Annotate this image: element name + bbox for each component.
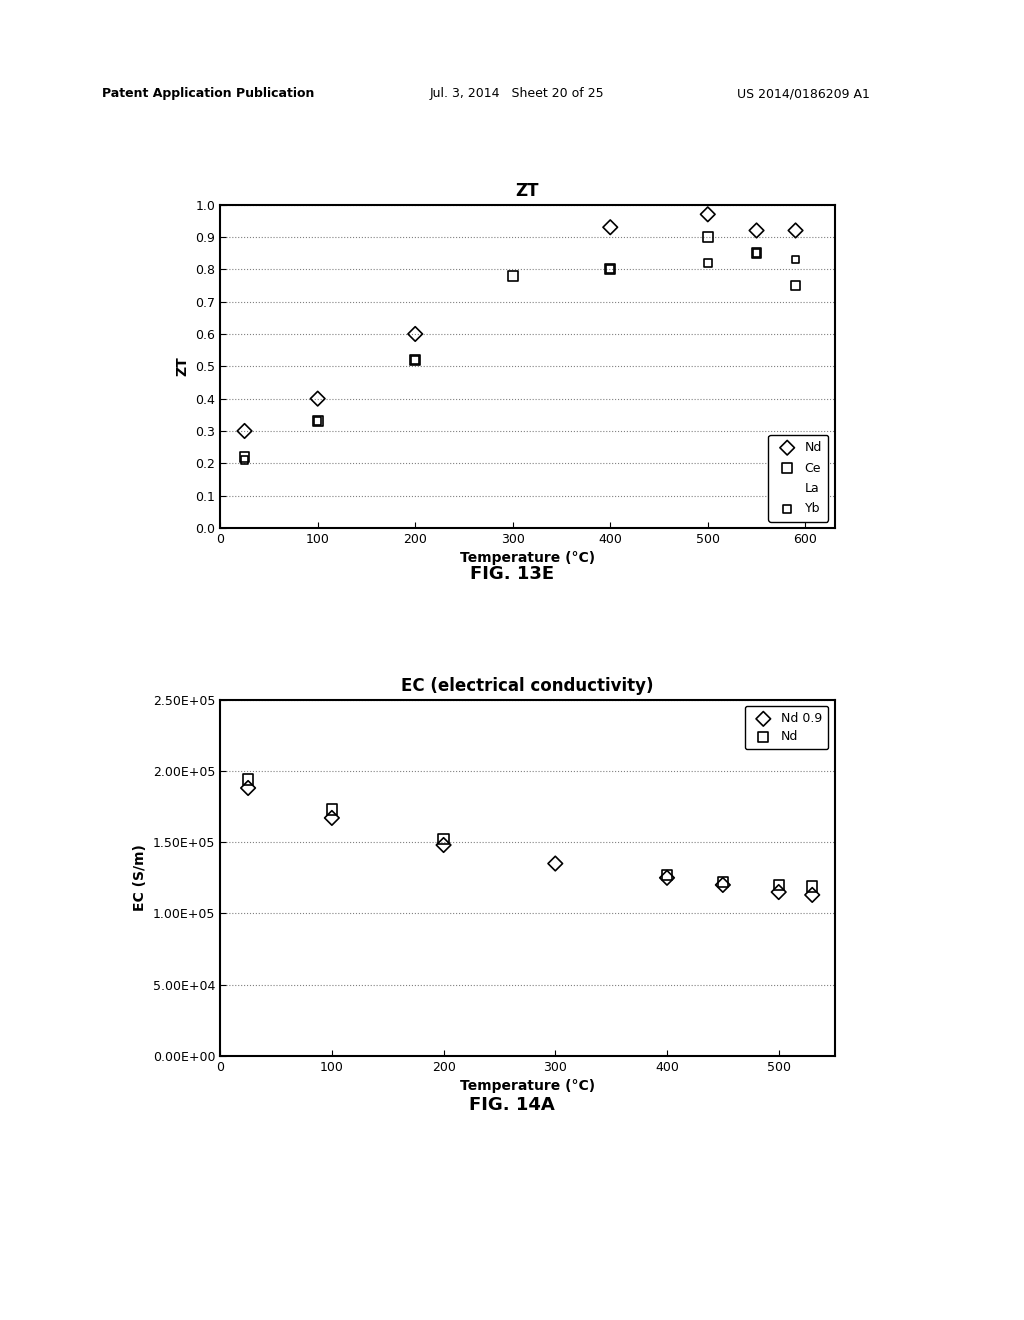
Nd — [324, 799, 340, 820]
Nd 0.9 — [804, 884, 820, 906]
Nd — [237, 420, 253, 441]
La — [699, 227, 716, 248]
Yb — [309, 411, 326, 432]
X-axis label: Temperature (°C): Temperature (°C) — [460, 1080, 595, 1093]
Text: FIG. 13E: FIG. 13E — [470, 565, 554, 583]
Nd — [602, 216, 618, 238]
Y-axis label: ZT: ZT — [176, 356, 189, 376]
Ce — [602, 259, 618, 280]
Yb — [237, 450, 253, 471]
Nd — [699, 203, 716, 224]
Yb — [407, 350, 423, 371]
La — [602, 243, 618, 264]
Nd — [787, 220, 804, 242]
Nd — [658, 865, 675, 886]
Ce — [749, 243, 765, 264]
Nd 0.9 — [240, 777, 256, 799]
Legend: Nd 0.9, Nd: Nd 0.9, Nd — [744, 706, 828, 750]
Yb — [787, 249, 804, 271]
Nd — [749, 220, 765, 242]
Ce — [699, 227, 716, 248]
Nd — [770, 874, 786, 895]
Yb — [602, 259, 618, 280]
Ce — [407, 350, 423, 371]
Ce — [309, 411, 326, 432]
Legend: Nd, Ce, La, Yb: Nd, Ce, La, Yb — [768, 434, 828, 521]
Text: Jul. 3, 2014   Sheet 20 of 25: Jul. 3, 2014 Sheet 20 of 25 — [430, 87, 605, 100]
La — [309, 420, 326, 441]
Nd — [240, 768, 256, 789]
Nd 0.9 — [547, 853, 563, 874]
La — [787, 249, 804, 271]
Yb — [749, 243, 765, 264]
Nd — [309, 388, 326, 409]
La — [407, 366, 423, 387]
Ce — [505, 265, 521, 286]
Nd — [435, 829, 452, 850]
Nd — [407, 323, 423, 345]
Nd 0.9 — [324, 808, 340, 829]
Nd 0.9 — [658, 867, 675, 888]
Nd 0.9 — [770, 882, 786, 903]
Nd 0.9 — [435, 834, 452, 855]
Text: US 2014/0186209 A1: US 2014/0186209 A1 — [737, 87, 870, 100]
La — [237, 453, 253, 474]
X-axis label: Temperature (°C): Temperature (°C) — [460, 552, 595, 565]
Text: Patent Application Publication: Patent Application Publication — [102, 87, 314, 100]
La — [749, 239, 765, 260]
Nd — [804, 875, 820, 896]
Ce — [787, 275, 804, 296]
Title: EC (electrical conductivity): EC (electrical conductivity) — [401, 677, 653, 696]
Ce — [237, 446, 253, 467]
Yb — [699, 252, 716, 273]
Nd — [715, 871, 731, 892]
Y-axis label: EC (S/m): EC (S/m) — [133, 845, 147, 911]
Text: FIG. 14A: FIG. 14A — [469, 1096, 555, 1114]
Nd 0.9 — [715, 874, 731, 895]
Title: ZT: ZT — [516, 182, 539, 201]
La — [505, 304, 521, 325]
